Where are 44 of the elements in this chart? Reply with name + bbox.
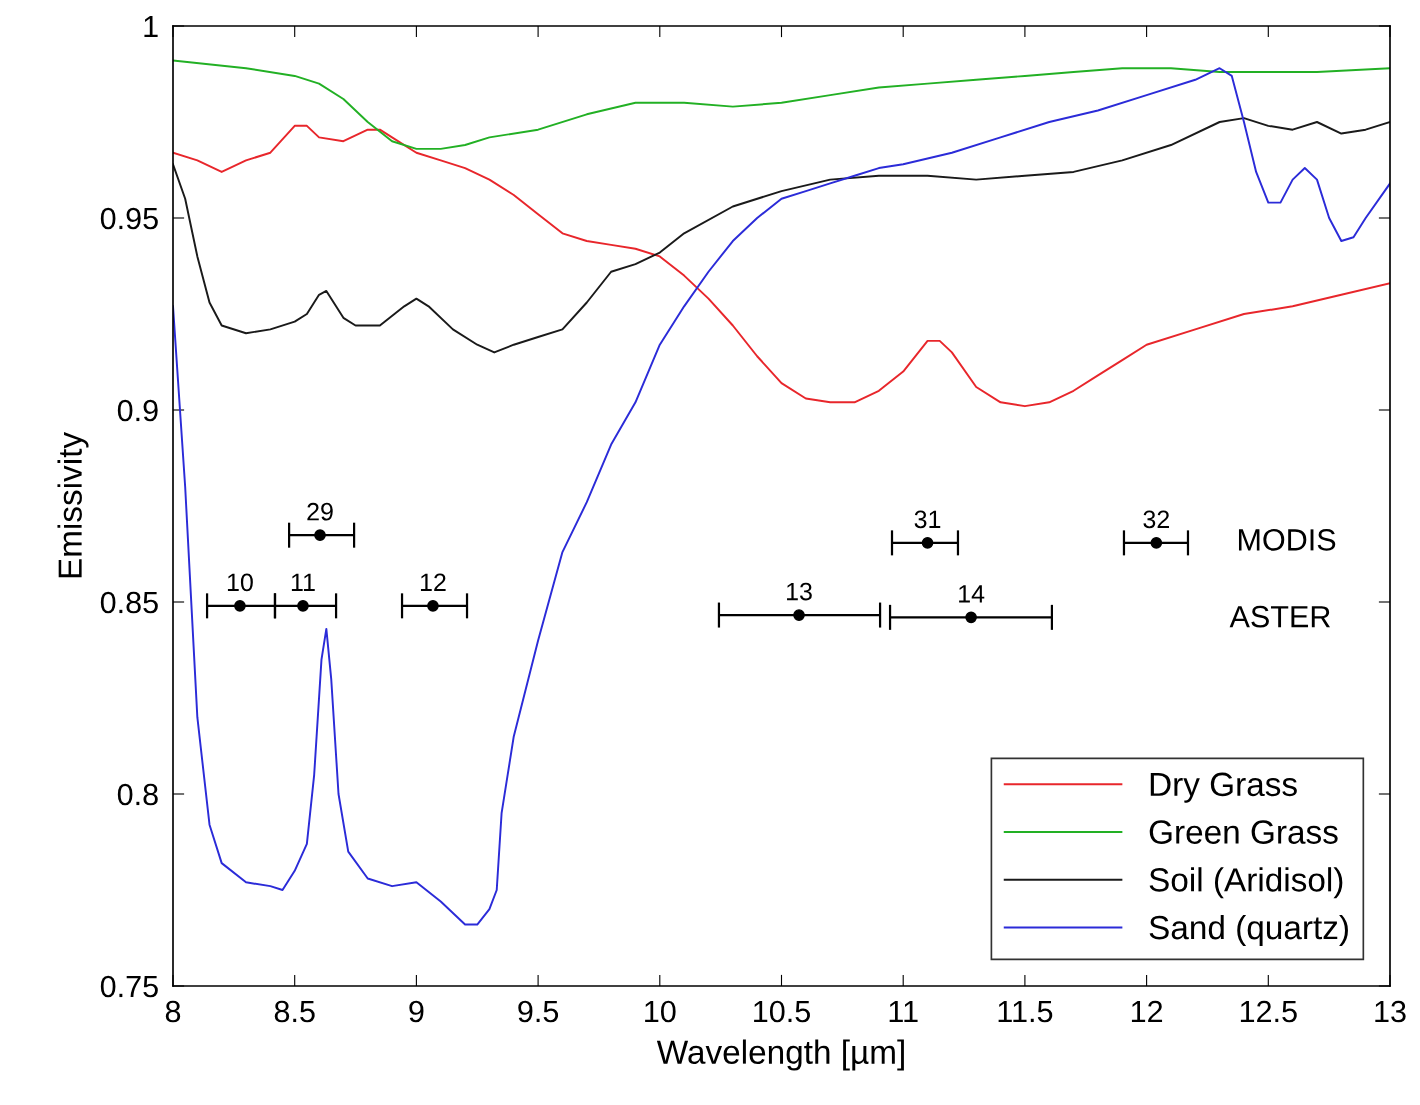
x-tick-label: 10	[645, 1000, 676, 1023]
point	[921, 537, 934, 549]
y-tick-label: 0.85	[100, 591, 158, 614]
point	[427, 599, 439, 612]
annotation: ASTER	[1229, 605, 1330, 628]
annotation: 14	[959, 585, 985, 603]
x-tick-label: 10.5	[754, 1000, 810, 1023]
annotation: MODIS	[1238, 529, 1336, 551]
annotation: 31	[914, 510, 941, 529]
x-tick-label: 8	[165, 1000, 181, 1023]
legend-label: Sand (quartz)	[1149, 914, 1348, 946]
point	[297, 599, 309, 612]
annotation: 29	[307, 502, 333, 521]
point	[1150, 537, 1163, 549]
y-tick-label: 0.8	[117, 783, 158, 806]
point	[234, 599, 246, 612]
point	[793, 609, 805, 621]
y-tick-label: 1	[144, 16, 158, 38]
line-series	[173, 59, 1390, 150]
annotation: 12	[420, 573, 446, 591]
x-tick-label: 11.5	[998, 1001, 1053, 1023]
line-series	[173, 124, 1390, 408]
x-tick-label: 12.5	[1240, 1000, 1297, 1023]
y-tick-label: 0.75	[100, 975, 158, 998]
x-tick-label: 11	[889, 1001, 918, 1023]
line-series	[173, 117, 1390, 354]
x-tick-label: 8.5	[274, 1000, 315, 1023]
legend-label: Dry Grass	[1150, 772, 1297, 803]
x-tick-label: 13	[1375, 1000, 1406, 1023]
point	[314, 529, 326, 542]
x-tick-label: 9.5	[518, 1000, 559, 1023]
legend-label: Soil (Aridisol)	[1149, 867, 1343, 899]
annotation: 13	[787, 582, 812, 601]
y-tick-label: 0.9	[117, 399, 158, 422]
legend-label: Green Grass	[1149, 820, 1338, 844]
x-tick-label: 12	[1131, 1000, 1163, 1023]
y-tick-label: 0.95	[100, 207, 158, 230]
point	[965, 611, 977, 624]
x-axis-title: Wavelength [µm]	[656, 1039, 904, 1071]
annotation: 32	[1143, 510, 1169, 529]
annotation: 10	[227, 573, 253, 592]
y-axis-title: Emissivity	[57, 431, 89, 578]
x-tick-label: 9	[409, 1000, 424, 1023]
annotation: 11	[291, 573, 315, 591]
